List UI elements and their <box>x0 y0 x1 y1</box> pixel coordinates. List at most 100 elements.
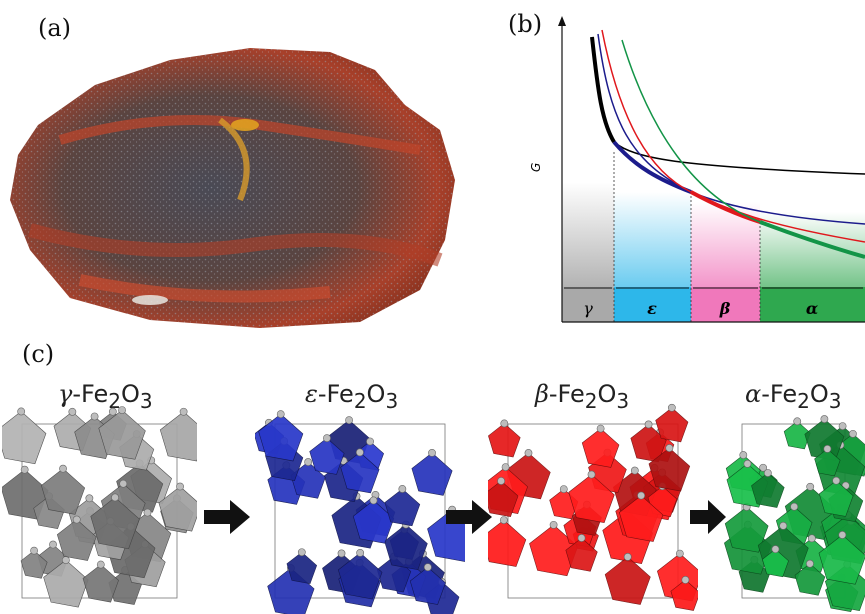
oxygen-atom <box>423 563 432 572</box>
curve-gamma-stable <box>590 36 616 144</box>
oxygen-atom <box>596 424 605 433</box>
oxygen-atom <box>806 482 815 491</box>
oxygen-atom <box>675 549 684 558</box>
polyhedron <box>158 486 197 532</box>
oxygen-atom <box>838 422 847 430</box>
curve-gamma <box>591 36 865 175</box>
oxygen-atom <box>30 546 39 555</box>
oxygen-atom <box>807 534 816 543</box>
polyhedron <box>655 407 689 443</box>
structure-title-gamma: γ-Fe2O3 <box>58 380 153 413</box>
polyhedron <box>794 563 826 596</box>
oxygen-atom <box>355 448 364 457</box>
arrow-right-icon <box>446 500 492 534</box>
oxygen-atom <box>345 416 353 425</box>
oxygen-atom <box>790 502 799 511</box>
oxygen-atom <box>68 407 77 416</box>
phase-symbol-beta: β <box>719 299 731 318</box>
oxygen-atom <box>849 429 857 438</box>
polyhedron <box>818 480 854 517</box>
oxygen-atom <box>759 463 768 472</box>
polyhedron <box>2 411 47 465</box>
phase-symbol-epsilon: ε <box>647 299 657 318</box>
arrow-right-icon <box>204 500 250 534</box>
polyhedron <box>751 472 785 508</box>
oxygen-atom <box>72 515 81 524</box>
oxygen-atom <box>49 540 57 549</box>
polyhedron <box>41 468 86 515</box>
oxygen-atom <box>323 434 331 443</box>
panel-label-b: (b) <box>508 10 543 38</box>
oxygen-atom <box>497 477 506 485</box>
oxygen-atom <box>428 448 436 457</box>
polyhedron <box>618 495 664 542</box>
polyhedron <box>724 506 769 553</box>
oxygen-atom <box>501 463 510 472</box>
oxygen-atom <box>96 560 105 569</box>
oxygen-atom <box>176 482 184 491</box>
oxygen-atom <box>304 458 313 466</box>
oxygen-atom <box>630 466 639 475</box>
oxygen-atom <box>820 415 829 423</box>
phase-symbol-gamma: γ <box>583 299 593 318</box>
polyhedron <box>670 579 698 611</box>
oxygen-atom <box>637 491 646 500</box>
polyhedron <box>258 413 304 462</box>
oxygen-atom <box>559 485 568 494</box>
polyhedron <box>604 556 651 605</box>
polyhedron <box>565 537 598 572</box>
oxygen-atom <box>524 449 533 457</box>
oxygen-atom <box>681 575 690 584</box>
oxygen-atom <box>793 417 802 426</box>
oxygen-atom <box>111 493 119 502</box>
y-axis-label: G <box>529 163 543 172</box>
polyhedron <box>648 447 691 492</box>
oxygen-atom <box>739 451 748 459</box>
structure-gamma <box>2 406 197 608</box>
panel-label-a: (a) <box>38 14 72 42</box>
oxygen-atom <box>771 545 780 554</box>
polyhedron <box>340 451 380 494</box>
polyhedron <box>488 480 519 518</box>
oxygen-atom <box>667 403 676 412</box>
oxygen-atom <box>369 496 378 505</box>
hematite-rock-photo <box>10 48 455 328</box>
oxygen-atom <box>119 479 128 488</box>
oxygen-atom <box>500 419 509 428</box>
panel-label-c: (c) <box>22 340 55 368</box>
oxygen-atom <box>823 444 832 453</box>
oxygen-atom <box>549 520 558 529</box>
structure-title-epsilon: ε-Fe2O3 <box>305 380 399 413</box>
structure-beta <box>488 403 698 611</box>
curve-beta <box>601 29 865 243</box>
oxygen-atom <box>118 406 126 414</box>
oxygen-atom <box>356 548 365 557</box>
phase-box-alpha <box>760 287 865 322</box>
polyhedron <box>337 552 383 600</box>
polyhedron <box>409 566 446 605</box>
oxygen-atom <box>832 476 841 485</box>
phase-box-epsilon <box>614 287 691 322</box>
oxygen-atom <box>276 410 285 419</box>
oxygen-atom <box>499 516 508 524</box>
polyhedron <box>488 519 527 567</box>
polyhedron <box>818 534 865 585</box>
polyhedron <box>783 420 811 450</box>
oxygen-atom <box>779 521 788 530</box>
polyhedron <box>90 497 140 550</box>
polyhedron <box>581 428 620 468</box>
x-axis-label: d <box>701 341 709 342</box>
oxygen-atom <box>337 549 346 558</box>
polyhedron <box>309 437 345 475</box>
oxygen-atom <box>90 412 99 421</box>
free-energy-plot: γ ε β α G d <box>529 16 865 342</box>
polyhedron <box>762 548 789 578</box>
polyhedron <box>56 519 97 561</box>
polyhedron <box>488 423 521 458</box>
phase-symbol-alpha: α <box>806 299 818 318</box>
oxygen-atom <box>143 508 152 517</box>
polyhedron <box>568 474 615 523</box>
oxygen-atom <box>838 531 847 539</box>
oxygen-atom <box>587 470 596 479</box>
polyhedron <box>43 559 89 608</box>
